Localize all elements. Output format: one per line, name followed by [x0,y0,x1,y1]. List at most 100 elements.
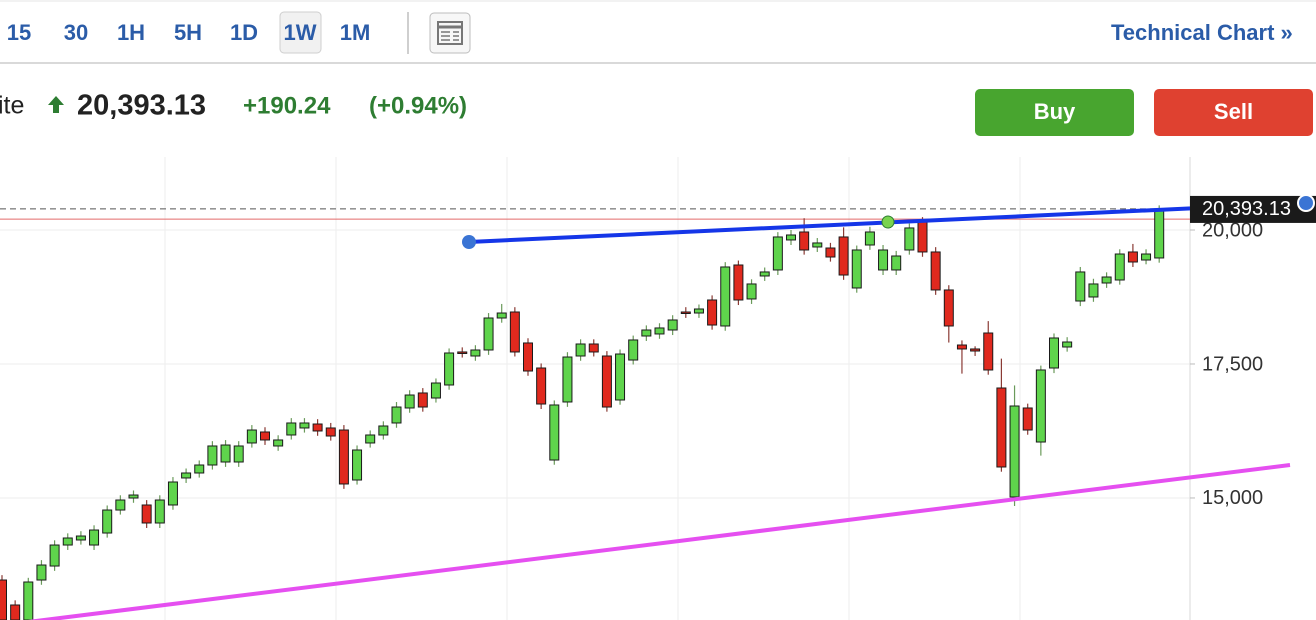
candle-body [956,344,967,350]
candle-body [260,431,270,441]
candle-body [825,247,836,258]
candle-body [812,242,823,248]
last-price: 20,393.13 [77,90,206,122]
support-line[interactable] [20,463,1291,620]
candle-body [891,255,902,271]
candle-body [904,227,915,251]
price-change: +190.24 [243,92,331,119]
layout-icon [437,21,463,45]
candle-body [746,283,757,300]
candle-body [299,422,310,429]
sell-label[interactable]: Sell [1214,99,1253,124]
drawings [20,201,1307,620]
selected-interval-box [279,11,322,54]
candle-body [62,537,73,546]
y-tick-label: 15,000 [1202,487,1263,509]
candle-body [601,355,612,408]
candle-body [917,221,928,253]
candle-body [154,499,165,524]
candle-body [799,231,810,251]
candle-body [1088,283,1099,298]
candle-body [1141,253,1152,261]
candle-body [49,544,60,567]
candle-body [1075,271,1086,302]
candle-body [404,394,415,409]
candle-body [220,444,231,463]
interval-button[interactable]: 5H [174,20,202,45]
interval-button[interactable]: 1W [284,20,317,45]
last-price-tag-label: 20,393.13 [1202,198,1291,220]
candle-body [562,356,573,403]
candle-body [167,481,178,506]
candle-body [615,353,626,401]
toolbar [0,0,1316,63]
candle-body [365,434,376,444]
candle-body [312,423,323,432]
candle-body [141,504,152,524]
sell-button[interactable]: Sell [1154,89,1313,136]
interval-button[interactable]: 1M [340,20,371,45]
candle-body [115,499,126,511]
y-tick-label: 17,500 [1202,353,1263,375]
candle-body [36,564,47,581]
candle-body [680,311,691,314]
candle-body [273,439,284,447]
interval-button[interactable]: 1D [230,20,258,45]
candle-body [641,329,652,337]
layout-button-box[interactable] [429,12,471,54]
candle-body [89,529,100,546]
interval-button[interactable]: 1H [117,20,145,45]
trend-line-handle[interactable] [462,235,476,249]
candle-body [970,348,981,352]
candle-body [996,387,1007,468]
candle-body [496,312,507,319]
candle-body [75,535,86,541]
instrument-name: ite [0,92,24,120]
layout-button[interactable] [429,12,471,54]
candle-body [0,579,7,620]
candle-body [759,271,770,277]
candle-body [693,308,704,314]
candle-body [102,509,113,534]
candle-body [194,464,205,474]
candle-body [707,299,718,326]
buy-button-bg[interactable] [975,89,1134,136]
y-tick-label: 20,000 [1202,219,1263,241]
plot [0,205,1190,620]
candle-body [575,343,586,357]
last-price-tag [1190,195,1316,223]
interval-button[interactable]: 15 [7,20,31,45]
buy-button[interactable]: Buy [975,89,1134,136]
candle-body [1035,369,1046,443]
candle-body [207,445,218,466]
candle-body [1114,253,1125,281]
candle-body [878,249,889,271]
sell-button-bg[interactable] [1154,89,1313,136]
candle-body [233,445,244,463]
candle-body [733,264,744,301]
candle-body [1009,405,1020,498]
candle-body [1127,251,1138,263]
technical-chart-link[interactable]: Technical Chart » [1111,20,1293,45]
candle-body [10,604,21,620]
candle-body [378,425,389,436]
candle-body [23,581,34,620]
candle-body [943,289,954,327]
buy-label[interactable]: Buy [1034,99,1076,124]
candle-body [654,327,665,335]
candle-body [430,382,441,399]
interval-group: 15 30 1H 5H 1D 1W 1M [7,20,371,45]
candle-body [1022,407,1033,431]
candle-body [930,251,941,291]
candle-body [1101,276,1112,284]
price-change-percent: (+0.94%) [369,92,467,119]
interval-button[interactable]: 30 [64,20,88,45]
candle-body [983,332,994,371]
trend-line-handle[interactable] [1297,194,1315,212]
candle-body [470,349,481,357]
candle-body [246,429,257,444]
candle-body [128,494,139,499]
